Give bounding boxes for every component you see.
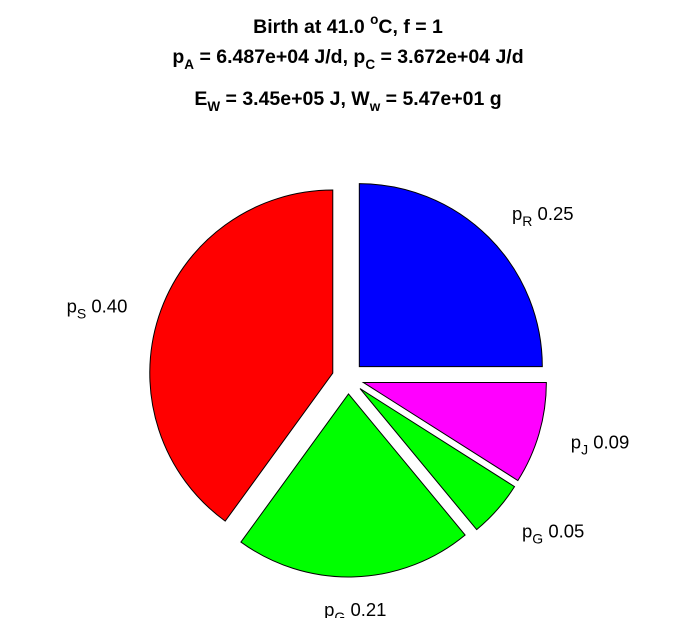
title-line-3: EW = 3.45e+05 J, Ww = 5.47e+01 g (194, 88, 501, 114)
slice-label-pG-0.21: pG 0.21 (324, 599, 386, 618)
slice-label-pJ-0.09: pJ 0.09 (571, 432, 629, 458)
title-line-2: pA = 6.487e+04 J/d, pC = 3.672e+04 J/d (172, 46, 523, 72)
pie-slice-pG-0.21 (240, 393, 466, 578)
pie-slices (149, 183, 547, 578)
pie-slice-pJ-0.09 (361, 381, 547, 482)
pie-slice-pS-0.40 (149, 189, 334, 522)
slice-label-pG-0.05: pG 0.05 (522, 520, 584, 546)
chart-title: Birth at 41.0 oC, f = 1 pA = 6.487e+04 J… (172, 12, 523, 114)
title-line-1: Birth at 41.0 oC, f = 1 (253, 12, 443, 38)
pie-labels: pR 0.25 pJ 0.09 pG 0.05 pG 0.21 pS 0.40 (67, 203, 630, 618)
slice-label-pS-0.40: pS 0.40 (67, 295, 128, 321)
pie-slice-pG-0.05 (359, 388, 516, 531)
slice-label-pR-0.25: pR 0.25 (512, 203, 574, 229)
pie-slice-pR-0.25 (358, 183, 543, 368)
